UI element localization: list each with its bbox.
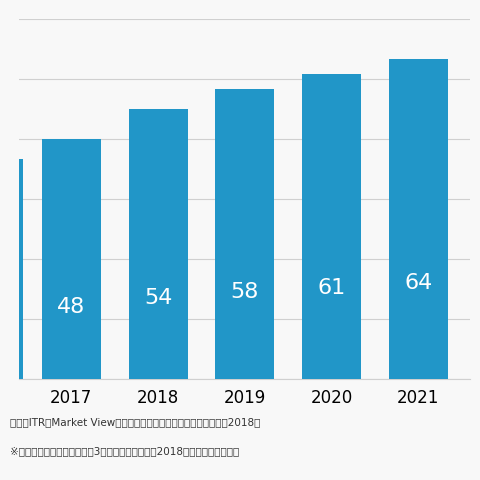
Text: 64: 64	[404, 273, 432, 293]
Text: ※国内売上金額を対象とし、3月期ベースで換算、2018年度以降は予測値。: ※国内売上金額を対象とし、3月期ベースで換算、2018年度以降は予測値。	[10, 446, 239, 456]
Text: 61: 61	[317, 278, 346, 298]
Bar	[302, 74, 361, 379]
Bar	[389, 59, 448, 379]
Text: 48: 48	[57, 297, 85, 317]
Bar	[216, 89, 274, 379]
Text: 58: 58	[230, 282, 259, 302]
Text: 54: 54	[144, 288, 172, 308]
Bar	[42, 139, 101, 379]
Bar	[0, 159, 23, 379]
Text: 出所：ITR「Market View：アイデンティティ／アクセス管理市场2018」: 出所：ITR「Market View：アイデンティティ／アクセス管理市场2018…	[10, 418, 260, 428]
Bar	[129, 109, 188, 379]
